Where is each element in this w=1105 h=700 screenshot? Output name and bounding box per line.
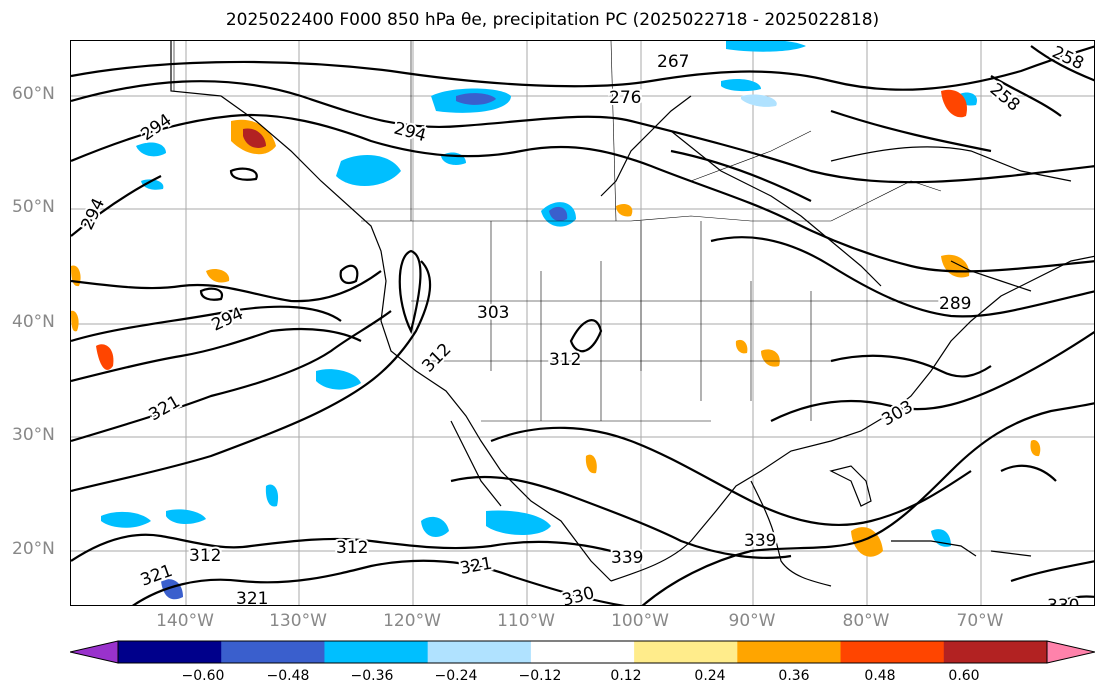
precip-neg-blob: [336, 155, 401, 187]
figure-title: 2025022400 F000 850 hPa θe, precipitatio…: [225, 10, 880, 30]
precip-neg-core: [549, 206, 568, 221]
contour-label: 330: [1047, 596, 1079, 606]
contour-label: 258: [986, 80, 1024, 116]
lat-label-50n: 50°N: [12, 197, 55, 217]
precip-pos-blob: [585, 454, 597, 474]
colorbar-extend-high: [1046, 640, 1095, 664]
colorbar-segment: [221, 641, 325, 663]
contour-label: 294: [137, 110, 175, 145]
contour-label: 312: [336, 538, 368, 558]
lon-label-120w: 120°W: [383, 611, 441, 631]
lon-label-140w: 140°W: [156, 611, 214, 631]
precip-neg-blob: [141, 179, 164, 190]
colorbar-segment: [530, 641, 635, 663]
precip-pos-core: [243, 128, 266, 148]
map-panel: 267 276 258 258 294 294 294 294 303 312 …: [70, 40, 1095, 606]
colorbar-segment: [737, 641, 842, 663]
precip-pos-blob: [735, 339, 748, 354]
map-canvas: 267 276 258 258 294 294 294 294 303 312 …: [71, 41, 1094, 606]
contour-label: 303: [477, 303, 509, 323]
theta-e-contours: [71, 45, 1094, 605]
lon-label-90w: 90°W: [728, 611, 776, 631]
precip-neg-blob: [136, 142, 166, 157]
colorbar-segment: [118, 641, 222, 663]
precip-pos-blob: [71, 310, 79, 332]
colorbar-tick: −0.36: [350, 668, 394, 684]
colorbar-segment: [943, 641, 1048, 663]
colorbar-tick: 0.48: [864, 668, 896, 684]
precip-neg-blob: [166, 509, 206, 525]
colorbar-tick: 0.12: [610, 668, 642, 684]
colorbar-tick: −0.24: [434, 668, 478, 684]
contour-label: 294: [392, 119, 429, 147]
precip-neg-blob: [726, 41, 806, 52]
precip-neg-blob: [265, 484, 279, 507]
contour-label: 294: [77, 195, 109, 233]
contour-label: 267: [657, 52, 689, 72]
precip-neg-blob: [421, 516, 449, 537]
contour-label: 312: [549, 350, 581, 370]
colorbar-tick: −0.48: [266, 668, 310, 684]
colorbar-tick: 0.24: [694, 668, 726, 684]
colorbar-segment: [634, 641, 738, 663]
lon-label-110w: 110°W: [497, 611, 555, 631]
contour-label: 330: [560, 583, 597, 606]
colorbar-segment: [427, 641, 532, 663]
precip-pos-blob: [761, 349, 780, 367]
precip-pos-blob: [96, 344, 114, 370]
precip-neg-blob: [101, 511, 151, 528]
contour-label: 321: [236, 589, 268, 606]
lon-label-80w: 80°W: [842, 611, 890, 631]
contour-label: 321: [458, 554, 493, 579]
coastlines: [170, 41, 1094, 587]
precip-pos-blob: [206, 269, 230, 283]
colorbar: [70, 640, 1095, 664]
lat-label-20n: 20°N: [12, 539, 55, 559]
colorbar-tick: 0.60: [948, 668, 980, 684]
contour-label: 321: [146, 392, 184, 426]
lat-label-40n: 40°N: [12, 312, 55, 332]
precip-pos-blob: [1030, 440, 1041, 457]
contour-label: 339: [611, 548, 643, 568]
contour-label: 312: [418, 339, 455, 376]
precip-neg-blob: [161, 579, 183, 600]
colorbar-extend-low: [70, 640, 119, 664]
precip-pos-blob: [616, 204, 633, 217]
colorbar-tick: 0.36: [778, 668, 810, 684]
colorbar-segment: [324, 641, 429, 663]
contour-label: 339: [744, 531, 776, 551]
lat-label-60n: 60°N: [12, 84, 55, 104]
precip-neg-core: [456, 93, 496, 105]
contour-label: 312: [189, 546, 221, 566]
contour-label: 289: [939, 294, 971, 314]
precip-neg-blob: [931, 529, 951, 547]
lon-label-70w: 70°W: [956, 611, 1004, 631]
colorbar-tick: −0.12: [518, 668, 562, 684]
precip-pos-blob: [941, 254, 970, 278]
precip-neg-blob: [316, 369, 361, 390]
lon-label-130w: 130°W: [269, 611, 327, 631]
colorbar-tick: −0.60: [181, 668, 225, 684]
precip-neg-blob: [486, 510, 551, 536]
precip-pos-blob: [941, 89, 967, 118]
contour-label: 303: [879, 397, 917, 431]
lat-label-30n: 30°N: [12, 425, 55, 445]
political-boundaries: [173, 41, 942, 422]
colorbar-segment: [840, 641, 945, 663]
precip-neg-blob: [741, 94, 777, 107]
contour-label: 276: [609, 88, 641, 108]
lon-label-100w: 100°W: [611, 611, 669, 631]
precip-neg-blob: [721, 78, 761, 92]
colorbar-segments: [70, 640, 1095, 664]
